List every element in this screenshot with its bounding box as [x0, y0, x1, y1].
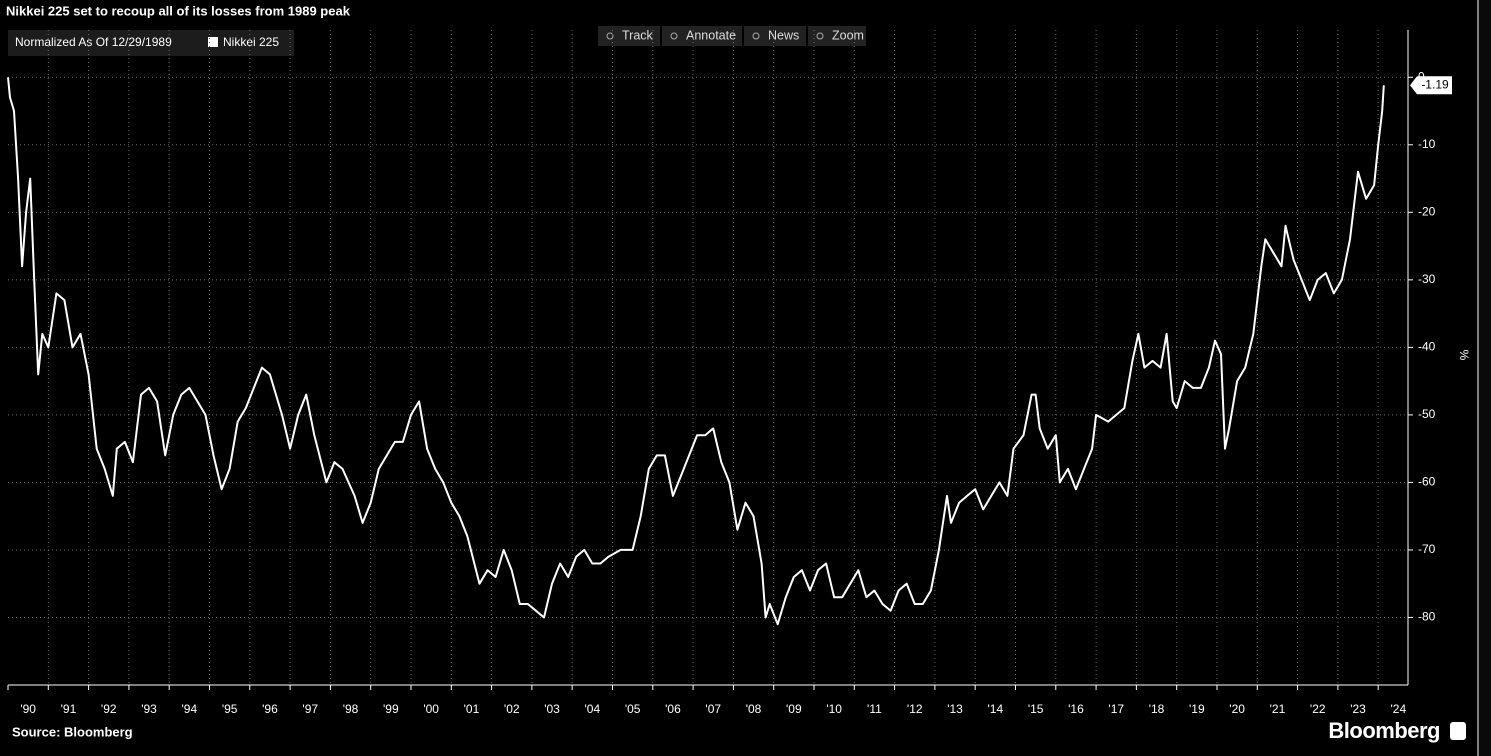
x-tick-label: '23: [1350, 702, 1366, 716]
side-panel: [1479, 0, 1491, 756]
x-tick-label: '11: [867, 702, 882, 716]
toolbar-button-bg: [598, 26, 660, 46]
y-axis-label: %: [1457, 350, 1471, 361]
x-tick-label: '94: [182, 702, 198, 716]
x-tick-label: '01: [464, 702, 480, 716]
chart-title: Nikkei 225 set to recoup all of its loss…: [6, 3, 351, 18]
x-tick-label: '13: [947, 702, 963, 716]
toolbar-button[interactable]: Annotate: [662, 26, 742, 46]
x-tick-label: '06: [665, 702, 681, 716]
y-tick-label: -50: [1418, 407, 1436, 421]
toolbar-button[interactable]: News: [744, 26, 806, 46]
x-tick-label: '14: [988, 702, 1004, 716]
y-tick-label: -80: [1418, 610, 1436, 624]
legend: [8, 30, 294, 56]
x-tick-label: '18: [1149, 702, 1165, 716]
x-tick-label: '12: [907, 702, 923, 716]
toolbar-button-bg: [808, 26, 866, 46]
x-tick-label: '95: [222, 702, 238, 716]
toolbar-icon: [752, 32, 760, 40]
x-tick-label: '24: [1391, 702, 1407, 716]
x-tick-label: '91: [61, 702, 77, 716]
y-tick-label: -40: [1418, 340, 1436, 354]
x-tick-label: '03: [544, 702, 560, 716]
toolbar-button-label: Track: [622, 28, 654, 42]
toolbar-button-label: Annotate: [686, 28, 736, 42]
toolbar-icon: [670, 32, 678, 40]
toolbar-button-label: Zoom: [832, 28, 864, 42]
toolbar-button-label: News: [768, 28, 799, 42]
x-tick-label: '92: [101, 702, 117, 716]
x-tick-label: '20: [1229, 702, 1245, 716]
x-tick-label: '96: [262, 702, 278, 716]
toolbar-button[interactable]: Track: [598, 26, 660, 46]
y-tick-label: -30: [1418, 272, 1436, 286]
toolbar-button-bg: [744, 26, 806, 46]
x-tick-label: '93: [141, 702, 157, 716]
x-tick-label: '10: [826, 702, 842, 716]
toolbar-icon: [816, 32, 824, 40]
toolbar-icon: [606, 32, 614, 40]
y-tick-label: -70: [1418, 542, 1436, 556]
legend-label: Nikkei 225: [223, 35, 279, 49]
x-tick-label: '16: [1068, 702, 1084, 716]
x-tick-label: '90: [20, 702, 36, 716]
x-tick-label: '21: [1270, 702, 1286, 716]
brand-logo: Bloomberg: [1328, 718, 1440, 743]
x-tick-label: '17: [1108, 702, 1124, 716]
x-tick-label: '00: [423, 702, 439, 716]
last-value-tag: [1410, 76, 1452, 95]
x-tick-label: '04: [585, 702, 601, 716]
y-tick-label: -20: [1418, 204, 1436, 218]
x-tick-label: '19: [1189, 702, 1205, 716]
toolbar-button-bg: [662, 26, 742, 46]
y-tick-label: -10: [1418, 137, 1436, 151]
x-tick-label: '08: [746, 702, 762, 716]
x-tick-label: '98: [343, 702, 359, 716]
x-tick-label: '97: [302, 702, 318, 716]
x-tick-label: '15: [1028, 702, 1044, 716]
x-tick-label: '02: [504, 702, 520, 716]
y-tick-label: -60: [1418, 475, 1436, 489]
toolbar-button[interactable]: Zoom: [808, 26, 866, 46]
toolbar: Track Annotate News Zoom: [598, 26, 866, 46]
series-line: [7, 77, 1385, 626]
x-tick-label: '99: [383, 702, 399, 716]
last-value-label: -1.19: [1421, 77, 1449, 91]
x-tick-label: '22: [1310, 702, 1326, 716]
legend-title: Normalized As Of 12/29/1989: [15, 35, 172, 49]
brand-icon: [1450, 722, 1466, 740]
x-tick-label: '09: [786, 702, 802, 716]
legend-swatch: [208, 37, 218, 47]
x-tick-label: '07: [705, 702, 721, 716]
x-tick-label: '05: [625, 702, 641, 716]
source: Source: Bloomberg: [12, 724, 133, 739]
